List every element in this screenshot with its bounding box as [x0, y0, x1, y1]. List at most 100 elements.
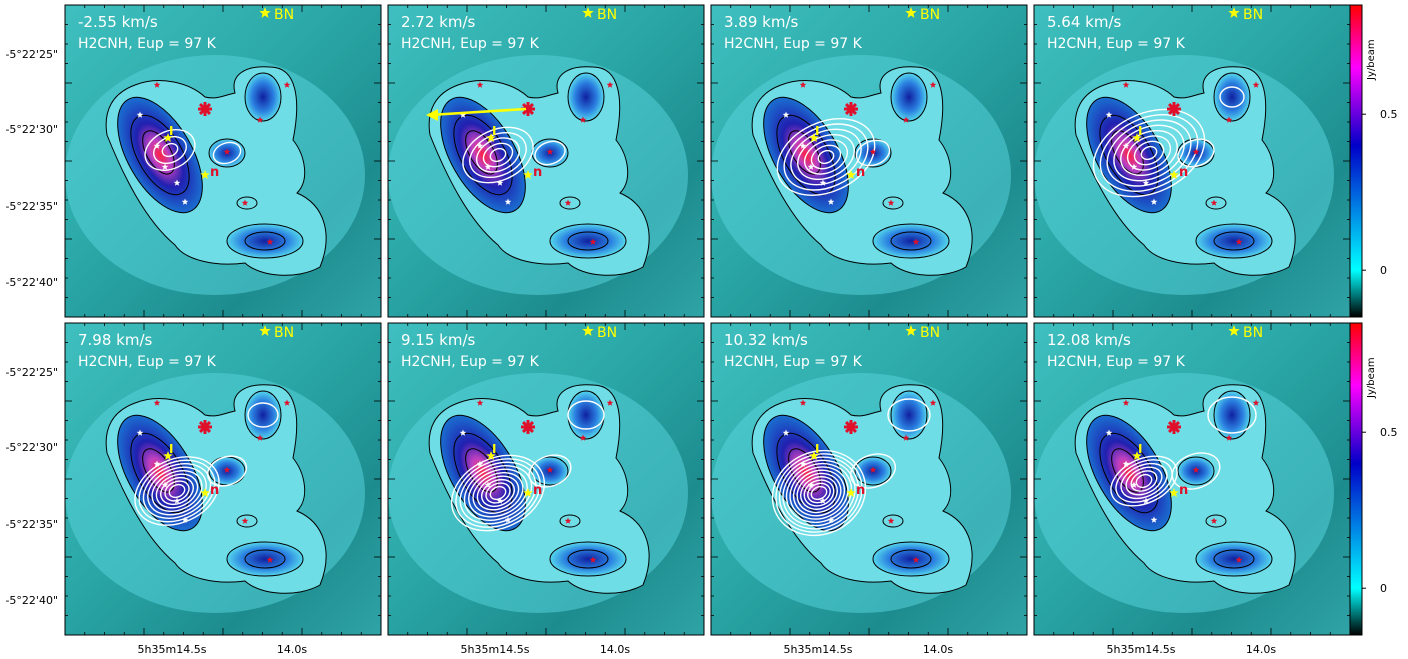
south-clump — [549, 223, 627, 259]
protostar-marker — [1252, 399, 1260, 406]
source-n-star — [523, 170, 533, 179]
line-label: H2CNH, Eup = 97 K — [401, 354, 540, 370]
ra-tick-label: 14.0s — [277, 643, 307, 656]
protostar-marker — [223, 148, 231, 155]
ne-clump — [244, 72, 282, 122]
protostar-marker — [929, 399, 937, 406]
protostar-marker — [799, 399, 807, 406]
protostar-marker — [912, 556, 920, 563]
protostar-marker — [887, 517, 895, 524]
source-n-star — [1169, 170, 1179, 179]
source-n-star — [523, 488, 533, 497]
velocity-label: 9.15 km/s — [401, 331, 476, 349]
white-contours — [450, 400, 605, 532]
ra-tick-label: 5h35m14.5s — [784, 643, 853, 656]
source-n-star — [200, 170, 210, 179]
white-star-marker — [1142, 497, 1150, 504]
ne-clump — [244, 390, 282, 440]
white-contours — [771, 398, 931, 537]
ra-tick-label: 5h35m14.5s — [1107, 643, 1176, 656]
source-i-star — [163, 451, 173, 460]
bn-star — [905, 325, 917, 336]
protostar-marker — [589, 238, 597, 245]
bn-label: BN — [1243, 325, 1263, 341]
south-clump — [226, 541, 304, 577]
protostar-marker — [902, 116, 910, 123]
protostar-marker — [887, 199, 895, 206]
outflow-arrow — [429, 107, 527, 117]
dec-tick-label: -5°22'40" — [5, 594, 58, 607]
south-clump — [872, 223, 950, 259]
white-star-marker — [827, 516, 835, 523]
white-star-marker — [161, 163, 169, 170]
protostar-marker — [256, 116, 264, 123]
ne-clump — [1213, 72, 1251, 122]
dec-tick-label: -5°22'35" — [5, 518, 58, 531]
white-star-marker — [799, 460, 807, 467]
line-label: H2CNH, Eup = 97 K — [1047, 354, 1186, 370]
asterisk-icon — [844, 102, 858, 116]
dec-tick-label: -5°22'30" — [5, 123, 58, 136]
protostar-marker — [256, 434, 264, 441]
ne-clump — [567, 390, 605, 440]
channel-panel: In BN 12.08 km/s H2CNH, Eup = 97 K — [1033, 322, 1351, 636]
ne-clump — [567, 72, 605, 122]
white-star-marker — [819, 497, 827, 504]
source-n-label: n — [1179, 483, 1188, 498]
white-contours — [144, 129, 242, 171]
source-i-label: I — [815, 124, 819, 138]
bn-label: BN — [274, 7, 294, 23]
white-star-marker — [827, 198, 835, 205]
white-star-marker — [136, 429, 144, 436]
source-n-label: n — [210, 165, 219, 180]
bn-star — [582, 7, 594, 18]
protostar-marker — [1235, 556, 1243, 563]
protostar-marker — [1210, 199, 1218, 206]
protostar-marker — [564, 199, 572, 206]
white-star-marker — [181, 516, 189, 523]
bn-label: BN — [920, 7, 940, 23]
source-n-label: n — [856, 165, 865, 180]
protostar-marker — [241, 199, 249, 206]
asterisk-icon — [1167, 102, 1181, 116]
protostar-marker — [1225, 434, 1233, 441]
south-clump — [226, 223, 304, 259]
protostar-marker — [1122, 399, 1130, 406]
protostar-marker — [283, 81, 291, 88]
dec-tick-label: -5°22'40" — [5, 276, 58, 289]
protostar-marker — [1122, 81, 1130, 88]
source-i-star — [163, 133, 173, 142]
white-star-marker — [476, 142, 484, 149]
white-star-marker — [1122, 460, 1130, 467]
source-n-label: n — [533, 483, 542, 498]
source-i-label: I — [169, 124, 173, 138]
protostar-marker — [902, 434, 910, 441]
white-star-marker — [807, 481, 815, 488]
protostar-marker — [476, 399, 484, 406]
white-contours — [134, 402, 279, 526]
line-label: H2CNH, Eup = 97 K — [78, 354, 217, 370]
white-star-marker — [1122, 142, 1130, 149]
source-n-label: n — [856, 483, 865, 498]
velocity-label: -2.55 km/s — [78, 13, 158, 31]
line-label: H2CNH, Eup = 97 K — [724, 354, 863, 370]
bn-label: BN — [920, 325, 940, 341]
white-star-marker — [459, 111, 467, 118]
colorbar-tick-label: 0.5 — [1380, 108, 1398, 121]
white-star-marker — [161, 481, 169, 488]
white-star-marker — [1150, 516, 1158, 523]
channel-panel: In BN 3.89 km/s H2CNH, Eup = 97 K — [710, 4, 1028, 318]
white-star-marker — [484, 481, 492, 488]
velocity-label: 10.32 km/s — [724, 331, 808, 349]
ne-clump — [1213, 390, 1251, 440]
dec-tick-label: -5°22'25" — [5, 366, 58, 379]
white-star-marker — [799, 142, 807, 149]
bn-label: BN — [274, 325, 294, 341]
source-i-label: I — [492, 442, 496, 456]
white-contours — [776, 118, 891, 196]
velocity-label: 5.64 km/s — [1047, 13, 1122, 31]
source-n-star — [846, 170, 856, 179]
white-star-marker — [807, 163, 815, 170]
protostar-marker — [266, 238, 274, 245]
